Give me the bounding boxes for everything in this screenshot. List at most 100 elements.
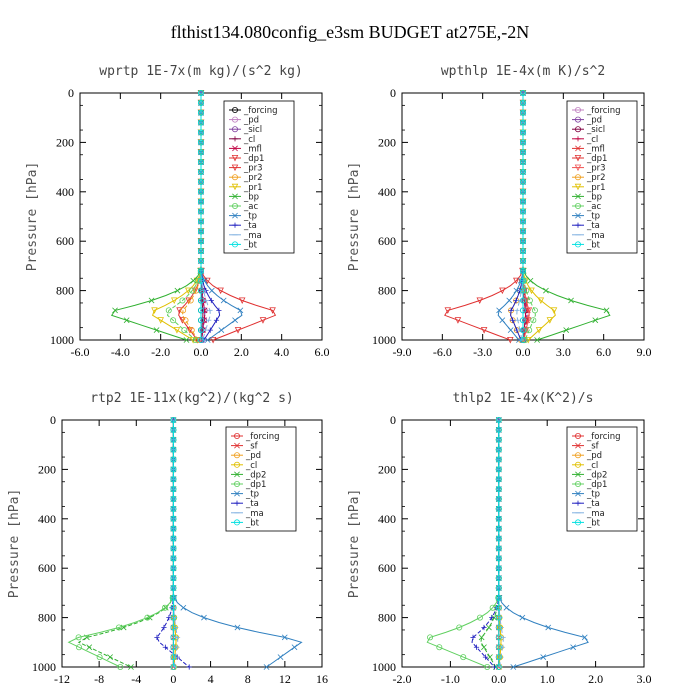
data-point: [186, 664, 192, 670]
data-point: [537, 297, 545, 304]
data-point: [197, 159, 204, 166]
data-point: [107, 654, 113, 661]
data-point: [197, 119, 204, 126]
data-point: [603, 307, 610, 314]
data-point: [531, 307, 538, 314]
data-point: [476, 614, 483, 621]
data-point: [187, 297, 194, 304]
data-point: [487, 654, 493, 661]
x-tick-label: 16: [316, 672, 328, 686]
legend-entry: _bt: [243, 240, 258, 250]
legend-entry: _forcing: [245, 432, 280, 442]
legend-entry: _bt: [586, 240, 601, 250]
x-tick-label: -4.0: [111, 345, 130, 359]
legend-entry: _mfl: [586, 144, 605, 154]
x-tick-label: -12: [54, 672, 70, 686]
legend-marker: [233, 452, 240, 459]
data-point: [197, 257, 204, 264]
series-line: [496, 90, 526, 343]
legend-marker: [575, 174, 582, 181]
legend-marker: [232, 145, 238, 152]
legend-marker: [231, 241, 238, 248]
data-point: [520, 317, 527, 324]
data-point: [495, 535, 502, 542]
legend-marker: [575, 432, 582, 439]
x-tick-label: -2.0: [393, 672, 412, 686]
x-tick-label: 1.0: [540, 672, 555, 686]
data-point: [530, 317, 537, 324]
data-point: [75, 634, 82, 641]
x-tick-label: 0.0: [194, 345, 209, 359]
x-tick-label: 6.0: [596, 345, 611, 359]
data-point: [535, 327, 543, 334]
x-tick-label: 9.0: [637, 345, 652, 359]
data-point: [543, 287, 549, 294]
legend-entry: _dp2: [586, 470, 607, 480]
data-point: [495, 555, 502, 562]
series-line: [170, 416, 177, 671]
data-point: [170, 426, 177, 433]
data-point: [520, 198, 527, 205]
data-point: [495, 476, 502, 483]
legend-marker: [575, 222, 581, 228]
data-point: [520, 109, 527, 116]
series-line: [197, 90, 204, 343]
data-point: [170, 515, 177, 522]
data-point: [520, 169, 527, 176]
x-tick-label: -4: [131, 672, 141, 686]
x-tick-label: 3.0: [637, 672, 652, 686]
data-point: [197, 188, 204, 195]
data-point: [520, 208, 527, 215]
data-point: [238, 297, 246, 304]
legend-entry: _ta: [245, 499, 259, 509]
data-point: [495, 604, 502, 611]
legend-entry: _dp1: [586, 480, 607, 490]
x-tick-label: 4.0: [274, 345, 289, 359]
data-point: [157, 317, 164, 324]
data-point: [197, 297, 204, 304]
y-tick-label: 0: [390, 413, 396, 427]
legend-entry: _sf: [245, 442, 259, 452]
series-line: [426, 416, 502, 671]
data-point: [170, 456, 177, 463]
data-point: [213, 317, 220, 323]
data-point: [563, 327, 570, 334]
data-point: [209, 337, 217, 344]
data-point: [436, 644, 443, 651]
legend-marker: [234, 442, 240, 449]
legend-entry: _ma: [245, 509, 264, 519]
data-point: [197, 198, 204, 205]
y-axis-label: Pressure [hPa]: [25, 162, 40, 272]
data-point: [484, 664, 491, 671]
data-point: [170, 634, 177, 641]
data-point: [495, 456, 502, 463]
legend-entry: _mfl: [243, 144, 262, 154]
legend-marker: [575, 241, 582, 248]
x-tick-label: 2.0: [234, 345, 249, 359]
legend-marker: [231, 155, 239, 162]
data-point: [291, 644, 298, 651]
data-point: [197, 169, 204, 176]
data-point: [520, 129, 527, 136]
legend-entry: _cl: [245, 461, 257, 471]
series-line: [495, 416, 502, 671]
data-point: [528, 287, 535, 295]
data-point: [207, 327, 213, 333]
data-point: [161, 604, 168, 611]
y-tick-label: 600: [378, 561, 396, 575]
legend-marker: [232, 222, 238, 228]
data-point: [170, 624, 177, 631]
data-point: [234, 624, 241, 631]
legend-entry: _dp1: [245, 480, 266, 490]
data-point: [197, 327, 204, 334]
data-point: [170, 466, 177, 473]
legend-entry: _dp1: [243, 154, 264, 164]
data-point: [170, 496, 177, 503]
data-point: [540, 654, 547, 661]
budget-panel: wprtp 1E-7x(m kg)/(s^2 kg) Pressure [hPa]…: [25, 64, 330, 359]
x-tick-label: 12: [279, 672, 291, 686]
data-point: [197, 149, 204, 156]
figure-title: flthist134.080config_e3sm BUDGET at275E,…: [171, 22, 530, 42]
data-point: [170, 594, 177, 601]
y-tick-label: 400: [38, 512, 56, 526]
